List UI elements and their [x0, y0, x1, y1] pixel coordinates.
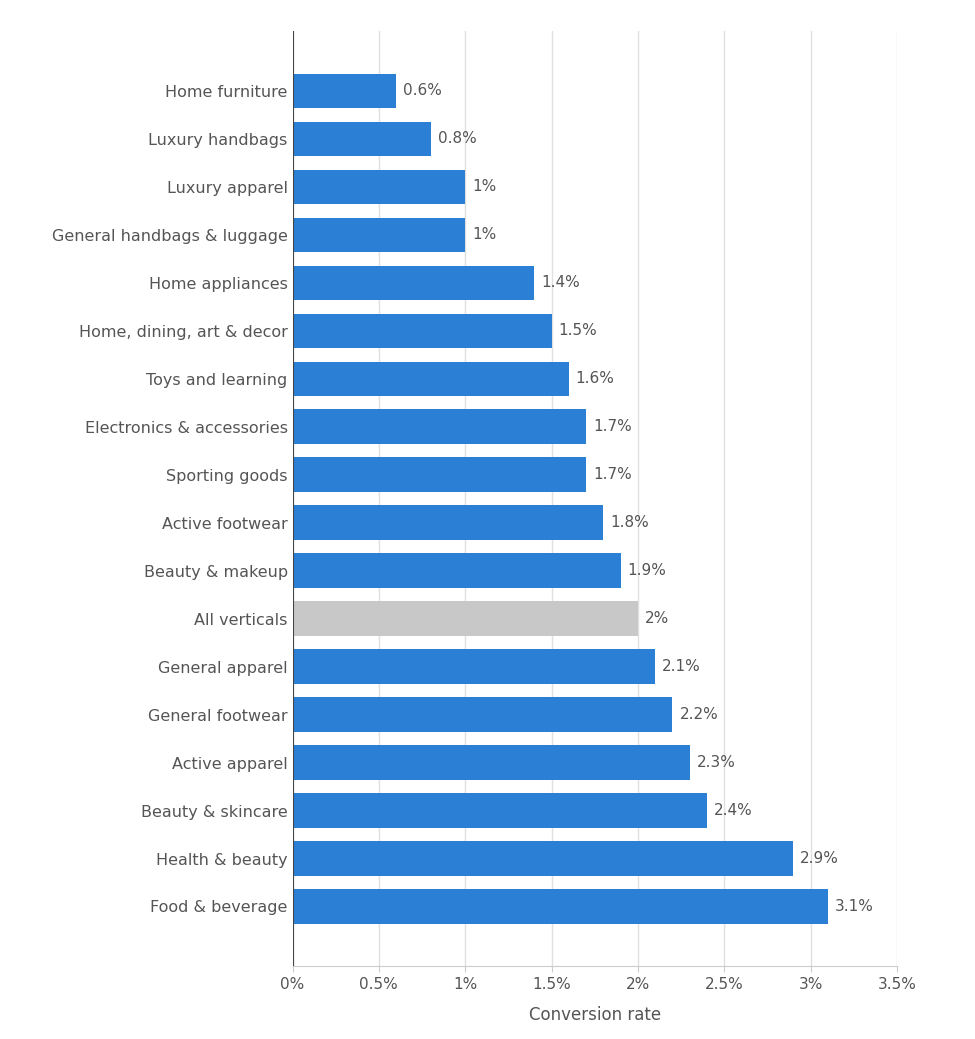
Text: 3.1%: 3.1% — [835, 899, 874, 914]
Text: 1.8%: 1.8% — [610, 515, 649, 530]
Bar — [292, 314, 552, 348]
Bar — [292, 602, 638, 636]
Bar — [292, 842, 794, 876]
Bar — [292, 266, 534, 300]
Bar — [292, 554, 621, 588]
Text: 1%: 1% — [472, 228, 496, 242]
Text: 2.2%: 2.2% — [680, 708, 719, 722]
Text: 2.9%: 2.9% — [800, 851, 839, 867]
Bar — [292, 649, 655, 684]
Bar — [292, 697, 673, 731]
Bar — [292, 169, 465, 204]
Bar — [292, 74, 396, 108]
Bar — [292, 794, 707, 828]
Text: 2.1%: 2.1% — [662, 659, 701, 674]
Bar — [292, 217, 465, 252]
Text: 1.9%: 1.9% — [628, 563, 667, 578]
Bar — [292, 505, 604, 540]
Text: 2.4%: 2.4% — [714, 803, 753, 818]
Bar — [292, 362, 568, 396]
Text: 1.5%: 1.5% — [559, 323, 598, 339]
Text: 0.8%: 0.8% — [438, 131, 477, 146]
Text: 1%: 1% — [472, 180, 496, 194]
Text: 2.3%: 2.3% — [697, 755, 735, 770]
Text: 1.4%: 1.4% — [541, 275, 580, 290]
Bar — [292, 122, 431, 156]
Bar — [292, 745, 689, 780]
Text: 1.6%: 1.6% — [576, 371, 614, 387]
Text: 2%: 2% — [644, 611, 669, 627]
Bar — [292, 409, 586, 444]
X-axis label: Conversion rate: Conversion rate — [528, 1006, 661, 1023]
Text: 0.6%: 0.6% — [403, 83, 442, 99]
Bar — [292, 457, 586, 492]
Text: 1.7%: 1.7% — [593, 420, 632, 434]
Bar — [292, 889, 828, 924]
Text: 1.7%: 1.7% — [593, 468, 632, 482]
